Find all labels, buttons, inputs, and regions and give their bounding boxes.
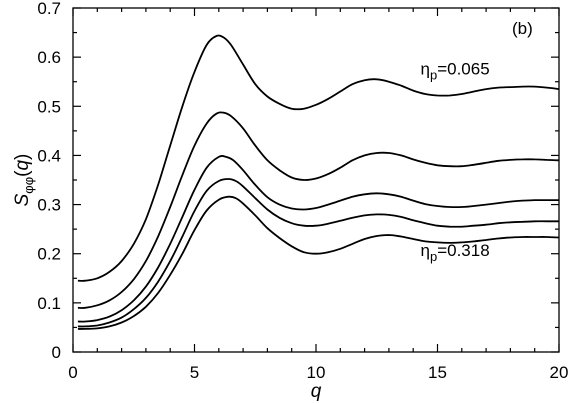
x-tick-label: 10 bbox=[307, 363, 326, 382]
series-line-2 bbox=[77, 111, 560, 309]
axis-ticks bbox=[72, 7, 560, 353]
y-axis-title-close: ) bbox=[12, 154, 33, 160]
y-axis-title-open: ( bbox=[12, 170, 33, 177]
eta-annotation-1: ηp=0.065 bbox=[420, 59, 489, 82]
series-line-5 bbox=[77, 195, 560, 330]
x-tick-label: 20 bbox=[550, 363, 569, 382]
y-tick-label: 0.2 bbox=[37, 245, 61, 264]
series-line-4 bbox=[77, 178, 559, 328]
y-tick-label: 0.5 bbox=[37, 97, 61, 116]
panel-label: (b) bbox=[512, 19, 533, 38]
x-axis-title: q bbox=[311, 381, 322, 402]
x-tick-label: 0 bbox=[68, 363, 77, 382]
x-tick-labels: 0 5 10 15 20 bbox=[68, 363, 568, 382]
series-line-3 bbox=[77, 155, 559, 323]
y-tick-label: 0.4 bbox=[37, 146, 61, 165]
series-group bbox=[77, 34, 560, 330]
eta-annotation-2: ηp=0.318 bbox=[420, 241, 489, 264]
annotations: ηp=0.065 ηp=0.318 bbox=[420, 59, 489, 264]
series-line-1 bbox=[77, 34, 560, 282]
y-tick-label: 0.1 bbox=[37, 294, 61, 313]
y-tick-labels: 0 0.1 0.2 0.3 0.4 0.5 0.6 0.7 bbox=[37, 0, 61, 362]
y-axis-title-main: S bbox=[12, 193, 33, 206]
y-tick-label: 0.3 bbox=[37, 196, 61, 215]
x-tick-label: 5 bbox=[190, 363, 199, 382]
x-tick-label: 15 bbox=[428, 363, 447, 382]
y-tick-label: 0 bbox=[52, 343, 61, 362]
y-axis-title-arg: q bbox=[12, 160, 33, 171]
y-tick-label: 0.7 bbox=[37, 0, 61, 18]
y-axis-title: Sφφ(q) bbox=[12, 154, 36, 207]
y-tick-label: 0.6 bbox=[37, 48, 61, 67]
y-axis-title-sub: φφ bbox=[21, 177, 36, 194]
